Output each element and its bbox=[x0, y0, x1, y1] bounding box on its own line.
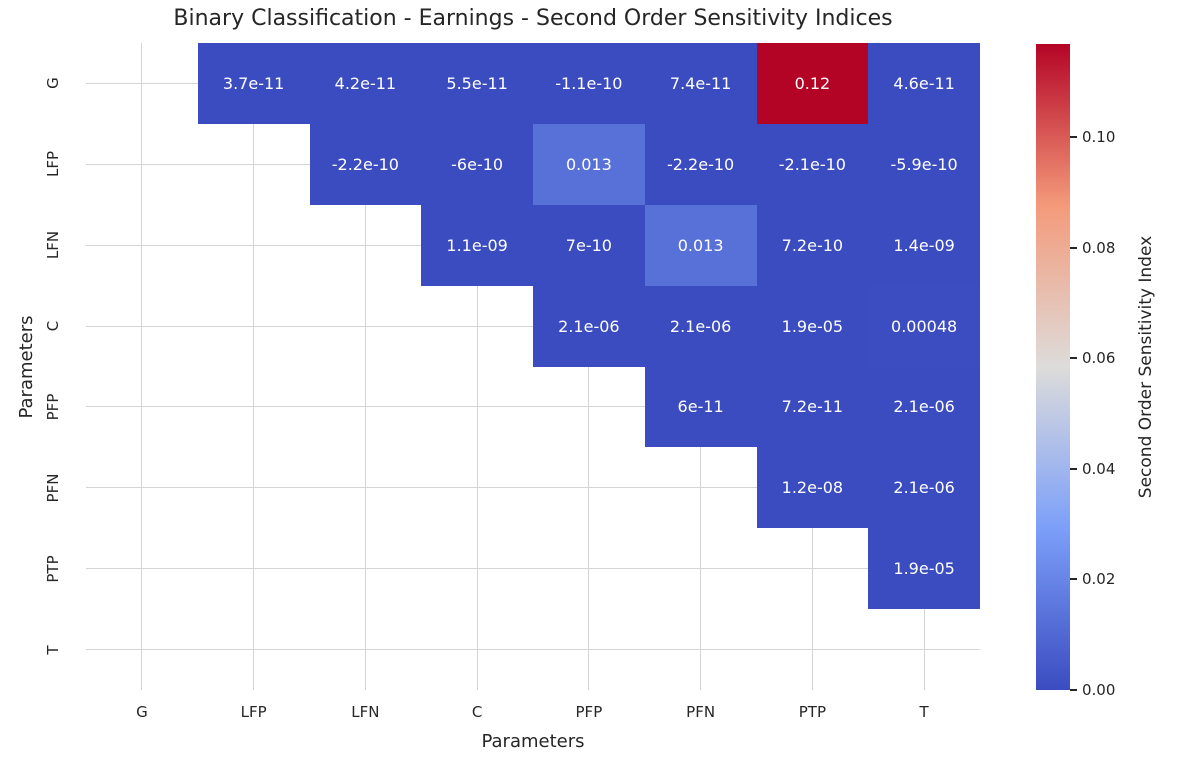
heatmap-cell: 1.9e-05 bbox=[756, 285, 869, 367]
heatmap-cell: -6e-10 bbox=[421, 123, 533, 205]
y-tick-label: C bbox=[44, 320, 62, 332]
heatmap-cell: 2.1e-06 bbox=[644, 285, 757, 367]
colorbar-tick-label: 0.02 bbox=[1082, 570, 1116, 589]
colorbar-tick-label: 0.10 bbox=[1082, 127, 1116, 146]
x-tick-label: C bbox=[471, 703, 483, 721]
y-tick-label: G bbox=[44, 77, 62, 90]
heatmap-cell: 7e-10 bbox=[533, 204, 645, 286]
gridline-horizontal bbox=[86, 649, 980, 651]
y-tick-label: PTP bbox=[44, 555, 62, 583]
colorbar-tick-mark bbox=[1070, 135, 1077, 138]
heatmap-cell: 2.1e-06 bbox=[868, 447, 980, 529]
gridline-horizontal bbox=[86, 487, 980, 489]
gridline-horizontal bbox=[86, 406, 980, 408]
heatmap-cell: 0.013 bbox=[533, 123, 645, 205]
x-axis-label: Parameters bbox=[481, 731, 585, 752]
x-tick-label: LFP bbox=[240, 703, 267, 721]
plot-area: 3.7e-11 4.2e-11 5.5e-11 -1.1e-10 7.4e-11 0.12… bbox=[86, 43, 980, 690]
gridline-vertical bbox=[588, 43, 590, 690]
chart-title: Binary Classification - Earnings - Secon… bbox=[173, 6, 893, 31]
gridline-vertical bbox=[364, 43, 366, 690]
heatmap-cell: 0.00048 bbox=[868, 285, 980, 367]
heatmap-cell: -1.1e-10 bbox=[533, 43, 645, 124]
colorbar-tick-label: 0.04 bbox=[1082, 459, 1116, 478]
colorbar-tick-mark bbox=[1070, 689, 1077, 691]
x-tick-label: PFN bbox=[686, 703, 716, 721]
heatmap-cell: 4.6e-11 bbox=[868, 43, 980, 124]
heatmap-cell: -2.2e-10 bbox=[644, 123, 757, 205]
y-tick-label: LFP bbox=[44, 151, 62, 178]
x-tick-label: G bbox=[136, 703, 148, 721]
heatmap-cell: 7.2e-10 bbox=[756, 204, 869, 286]
colorbar-tick-mark bbox=[1070, 357, 1077, 360]
heatmap-cell: -2.2e-10 bbox=[309, 123, 422, 205]
x-tick-label: LFN bbox=[351, 703, 380, 721]
colorbar-tick-mark bbox=[1070, 246, 1077, 249]
heatmap-cell: 1.4e-09 bbox=[868, 204, 980, 286]
heatmap-cell: 0.013 bbox=[644, 204, 757, 286]
heatmap-cell: 3.7e-11 bbox=[197, 43, 310, 124]
heatmap-cell: -5.9e-10 bbox=[868, 123, 980, 205]
y-tick-label: PFN bbox=[44, 473, 62, 503]
heatmap-cell: 7.2e-11 bbox=[756, 366, 869, 448]
x-tick-label: T bbox=[919, 703, 929, 721]
x-tick-label: PTP bbox=[798, 703, 826, 721]
y-tick-label: T bbox=[44, 644, 62, 655]
gridline-vertical bbox=[476, 43, 478, 690]
y-tick-label: PFP bbox=[44, 393, 62, 421]
colorbar-tick-label: 0.00 bbox=[1082, 681, 1116, 699]
heatmap-cell: 2.1e-06 bbox=[868, 366, 980, 448]
y-axis-label: Parameters bbox=[16, 315, 37, 419]
x-tick-label: PFP bbox=[575, 703, 603, 721]
colorbar-tick-mark bbox=[1070, 467, 1077, 470]
colorbar-tick-mark bbox=[1070, 578, 1077, 581]
heatmap-cell: 1.9e-05 bbox=[868, 528, 980, 610]
heatmap-cell: -2.1e-10 bbox=[756, 123, 869, 205]
y-tick-label: LFN bbox=[44, 231, 62, 260]
gridline-vertical bbox=[141, 43, 143, 690]
heatmap-cell: 6e-11 bbox=[644, 366, 757, 448]
colorbar bbox=[1036, 44, 1070, 690]
colorbar-tick-label: 0.08 bbox=[1082, 238, 1116, 257]
heatmap-cell: 1.2e-08 bbox=[756, 447, 869, 529]
colorbar-tick-label: 0.06 bbox=[1082, 349, 1116, 368]
heatmap-cell: 1.1e-09 bbox=[421, 204, 533, 286]
gridline-vertical bbox=[253, 43, 255, 690]
heatmap-cell: 4.2e-11 bbox=[309, 43, 422, 124]
heatmap-cell: 5.5e-11 bbox=[421, 43, 533, 124]
heatmap-cell: 2.1e-06 bbox=[533, 285, 645, 367]
gridline-horizontal bbox=[86, 568, 980, 570]
colorbar-label: Second Order Sensitivity Index bbox=[1136, 235, 1156, 499]
heatmap-cell: 7.4e-11 bbox=[644, 43, 757, 124]
heatmap-cell: 0.12 bbox=[756, 43, 869, 124]
